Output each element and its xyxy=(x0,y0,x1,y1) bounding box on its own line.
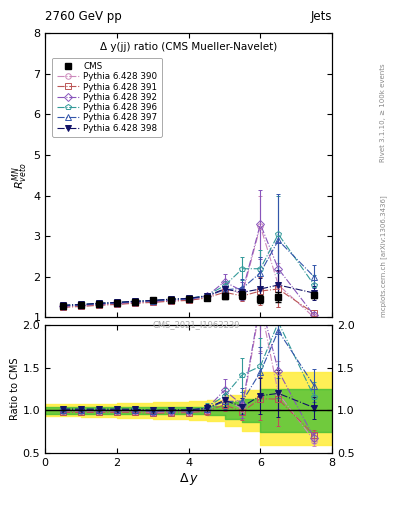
X-axis label: $\Delta\,y$: $\Delta\,y$ xyxy=(178,471,199,487)
Text: Jets: Jets xyxy=(310,10,332,23)
Legend: CMS, Pythia 6.428 390, Pythia 6.428 391, Pythia 6.428 392, Pythia 6.428 396, Pyt: CMS, Pythia 6.428 390, Pythia 6.428 391,… xyxy=(52,57,162,137)
Text: 2760 GeV pp: 2760 GeV pp xyxy=(45,10,122,23)
Y-axis label: $R^{MN}_{veto}$: $R^{MN}_{veto}$ xyxy=(11,162,30,188)
Text: mcplots.cern.ch [arXiv:1306.3436]: mcplots.cern.ch [arXiv:1306.3436] xyxy=(380,195,387,317)
Text: Rivet 3.1.10, ≥ 100k events: Rivet 3.1.10, ≥ 100k events xyxy=(380,63,386,162)
Y-axis label: Ratio to CMS: Ratio to CMS xyxy=(10,358,20,420)
Text: CMS_2021_I1963239: CMS_2021_I1963239 xyxy=(153,320,240,329)
Text: Δ y(jj) ratio (CMS Mueller-Navelet): Δ y(jj) ratio (CMS Mueller-Navelet) xyxy=(100,42,277,52)
